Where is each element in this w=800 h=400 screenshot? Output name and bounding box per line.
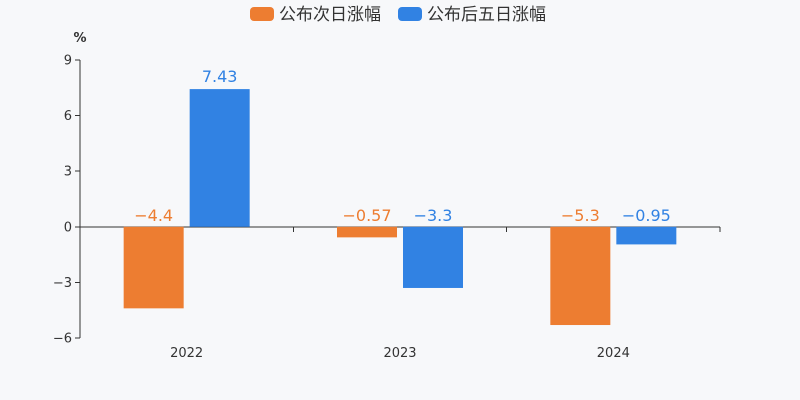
y-tick-label: 0 — [64, 220, 72, 235]
x-tick-label: 2022 — [170, 346, 203, 361]
data-label-2023-series-1: −0.57 — [342, 206, 391, 225]
data-label-2022-series-2: 7.43 — [202, 67, 238, 86]
bar-2022-series-1[interactable] — [123, 226, 184, 309]
data-label-2024-series-1: −5.3 — [561, 206, 600, 225]
bar-2022-series-2[interactable] — [189, 89, 250, 227]
bar-2023-series-1[interactable] — [337, 226, 397, 238]
data-label-2022-series-1: −4.4 — [134, 206, 173, 225]
legend-swatch-1[interactable] — [250, 7, 274, 21]
bar-2024-series-2[interactable] — [616, 226, 677, 245]
y-tick-label: −6 — [53, 332, 72, 347]
y-axis-unit-label: % — [73, 31, 86, 46]
y-tick-label: −3 — [53, 276, 72, 291]
data-label-2024-series-2: −0.95 — [622, 206, 671, 225]
x-tick-label: 2024 — [597, 346, 630, 361]
bar-2023-series-2[interactable] — [403, 226, 463, 288]
y-tick-label: 9 — [64, 54, 72, 69]
legend-label-2[interactable]: 公布后五日涨幅 — [427, 5, 546, 25]
y-tick-label: 6 — [64, 109, 72, 124]
data-labels: −4.4 7.43 −0.57 −3.3 −5.3 −0.95 — [134, 67, 671, 225]
bar-2024-series-1[interactable] — [550, 226, 611, 326]
legend-swatch-2[interactable] — [398, 7, 422, 21]
y-axis: %9 6 3 0 −3 −6 — [53, 31, 87, 347]
data-label-2023-series-2: −3.3 — [414, 206, 453, 225]
bars — [123, 89, 677, 326]
x-axis: 2022 2023 2024 — [79, 226, 721, 361]
legend: 公布次日涨幅 公布后五日涨幅 — [250, 5, 546, 25]
legend-label-1[interactable]: 公布次日涨幅 — [279, 5, 381, 25]
x-tick-label: 2023 — [383, 346, 416, 361]
y-tick-label: 3 — [64, 165, 72, 180]
